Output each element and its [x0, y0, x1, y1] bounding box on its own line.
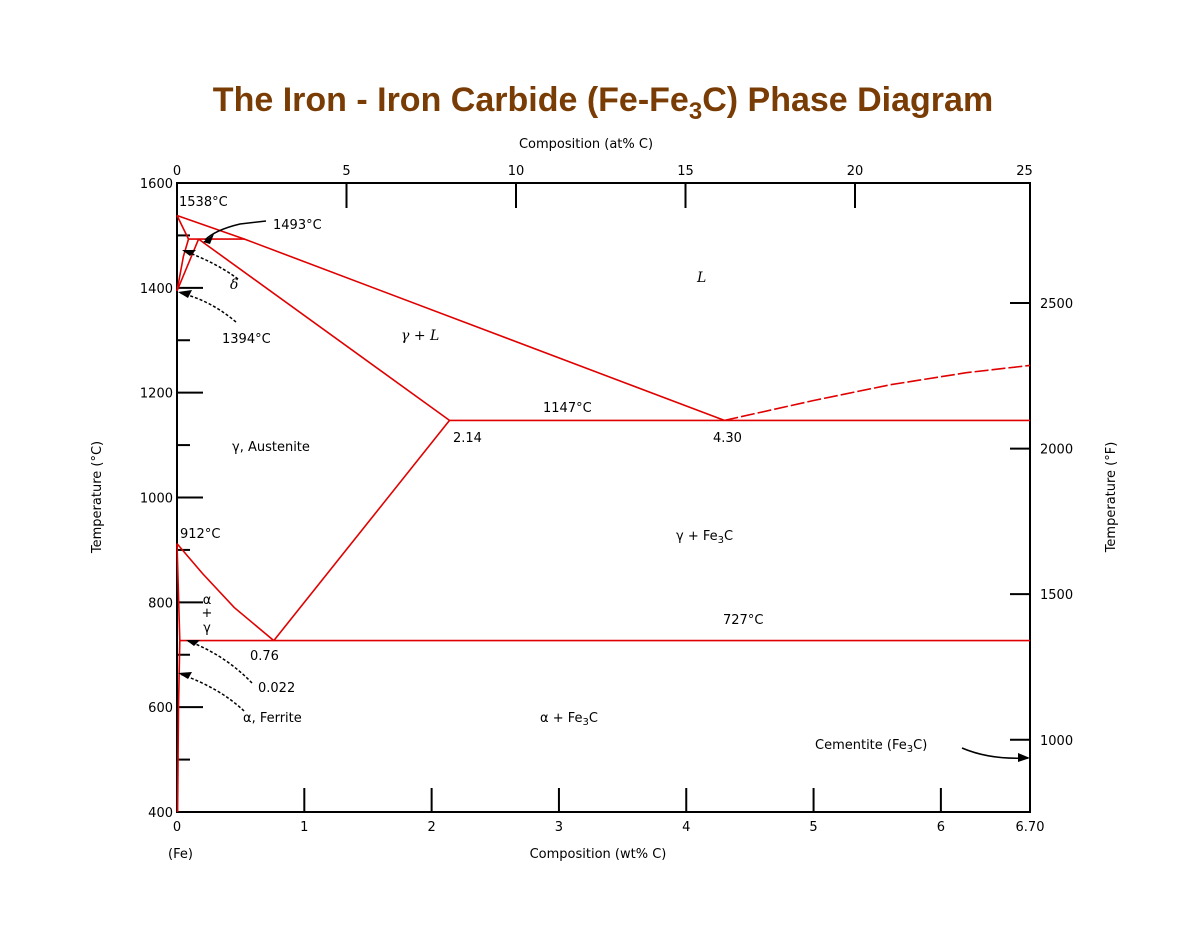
label-ferrite: α, Ferrite: [243, 711, 302, 726]
label-austenite: γ, Austenite: [232, 440, 310, 455]
label-1147: 1147°C: [543, 401, 592, 416]
x-tick-label: 0: [173, 820, 181, 835]
label-076: 0.76: [250, 649, 279, 664]
label-727: 727°C: [723, 613, 763, 628]
x-tick-label: 4: [682, 820, 690, 835]
y-tick-label: 600: [148, 701, 173, 716]
top-tick-label: 10: [508, 164, 525, 179]
right-tick-label: 2000: [1040, 443, 1073, 458]
y-tick-label: 800: [148, 596, 173, 611]
phase-boundary-alpha-gamma: [176, 543, 181, 641]
right-axis-title: Temperature (°F): [1104, 442, 1119, 554]
annotation-arrows: [179, 220, 1029, 760]
bottom-axis-title: Composition (wt% C): [530, 847, 667, 862]
y-tick-label: 1400: [140, 282, 173, 297]
top-tick-label: 20: [847, 164, 864, 179]
label-alpha-gamma-alpha: α: [203, 593, 212, 608]
label-cementite: Cementite (Fe3C): [815, 738, 927, 755]
diagram-title: The Iron - Iron Carbide (Fe-Fe3C) Phase …: [213, 81, 993, 125]
y-tick-label: 400: [148, 806, 173, 821]
top-axis-title: Composition (at% C): [519, 137, 653, 152]
left-axis-title: Temperature (°C): [90, 441, 105, 554]
fe-origin-label: (Fe): [168, 847, 193, 862]
plot-frame: [176, 182, 1031, 813]
phase-boundary-liquidus-right: [724, 364, 1031, 422]
arrow-0022: [187, 640, 253, 684]
y-tick-label: 1000: [140, 492, 173, 507]
label-liquid: L: [696, 270, 706, 286]
phase-boundary-gamma-solidus: [198, 238, 450, 422]
arrow-heads: [178, 234, 1030, 762]
label-gamma-fe3c: γ + Fe3C: [676, 529, 733, 546]
x-tick-label: 5: [809, 820, 817, 835]
phase-boundary-delta-solvus: [176, 238, 190, 292]
right-tick-label: 1500: [1040, 588, 1073, 603]
label-gamma-liquid: γ + L: [401, 328, 439, 344]
y-tick-label: 1200: [140, 387, 173, 402]
x-tick-label: 2: [427, 820, 435, 835]
label-214: 2.14: [453, 431, 482, 446]
right-tick-label: 2500: [1040, 297, 1073, 312]
y-tick-label: 1600: [140, 177, 173, 192]
arrow-1394: [179, 292, 237, 323]
arrow-1493: [204, 220, 267, 241]
top-tick-label: 0: [173, 164, 181, 179]
label-1394: 1394°C: [222, 332, 271, 347]
x-tick-label: 1: [300, 820, 308, 835]
x-tick-label: 3: [555, 820, 563, 835]
label-1493: 1493°C: [273, 218, 322, 233]
phase-boundary-liquidus-left: [176, 214, 725, 422]
label-0022: 0.022: [258, 681, 295, 696]
top-tick-label: 5: [342, 164, 350, 179]
label-delta: δ: [230, 277, 238, 293]
phase-boundary-a3: [176, 543, 275, 642]
label-912: 912°C: [180, 527, 220, 542]
top-tick-label: 25: [1016, 164, 1033, 179]
phase-boundary-acm: [273, 419, 451, 642]
arrow-ferrite: [179, 673, 245, 712]
phase-boundary-gamma-delta: [176, 238, 200, 292]
phase-boundary-alpha-solvus: [176, 640, 181, 813]
top-tick-label: 15: [677, 164, 694, 179]
x-tick-label: 6: [937, 820, 945, 835]
label-alpha-gamma-gamma: γ: [203, 621, 211, 636]
x-tick-label: 6.70: [1016, 820, 1045, 835]
label-alpha-fe3c: α + Fe3C: [540, 711, 598, 728]
label-alpha-gamma-plus: +: [202, 606, 213, 621]
label-1538: 1538°C: [179, 195, 228, 210]
phase-boundary-delta-solidus: [176, 215, 190, 240]
right-tick-label: 1000: [1040, 734, 1073, 749]
label-430: 4.30: [713, 431, 742, 446]
